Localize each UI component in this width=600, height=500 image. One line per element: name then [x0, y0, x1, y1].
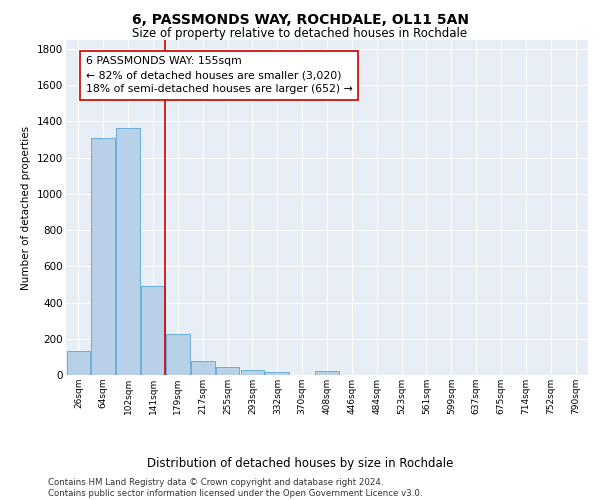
- Bar: [67, 350, 90, 375]
- Text: Size of property relative to detached houses in Rochdale: Size of property relative to detached ho…: [133, 28, 467, 40]
- Y-axis label: Number of detached properties: Number of detached properties: [22, 126, 31, 290]
- Bar: [216, 367, 239, 375]
- Bar: [116, 128, 140, 375]
- Bar: [265, 372, 289, 375]
- Text: Contains HM Land Registry data © Crown copyright and database right 2024.
Contai: Contains HM Land Registry data © Crown c…: [48, 478, 422, 498]
- Text: Distribution of detached houses by size in Rochdale: Distribution of detached houses by size …: [147, 458, 453, 470]
- Text: 6, PASSMONDS WAY, ROCHDALE, OL11 5AN: 6, PASSMONDS WAY, ROCHDALE, OL11 5AN: [131, 12, 469, 26]
- Bar: [315, 372, 339, 375]
- Bar: [241, 370, 264, 375]
- Bar: [141, 286, 165, 375]
- Bar: [191, 360, 215, 375]
- Bar: [166, 334, 190, 375]
- Text: 6 PASSMONDS WAY: 155sqm
← 82% of detached houses are smaller (3,020)
18% of semi: 6 PASSMONDS WAY: 155sqm ← 82% of detache…: [86, 56, 353, 94]
- Bar: [91, 138, 115, 375]
